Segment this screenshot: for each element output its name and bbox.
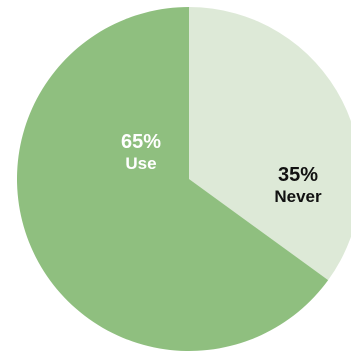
- pie-labels: 65%Use 35%Never: [121, 131, 322, 206]
- pie-category-label-use: Use: [125, 154, 156, 173]
- pie-slice-use: [16, 7, 329, 351]
- pie-slices: [16, 7, 351, 351]
- pie-pct-label-never: 35%: [278, 164, 318, 186]
- pie-pct-label-use: 65%: [121, 131, 161, 153]
- pie-category-label-never: Never: [274, 187, 322, 206]
- pie-slice-never: [189, 7, 351, 281]
